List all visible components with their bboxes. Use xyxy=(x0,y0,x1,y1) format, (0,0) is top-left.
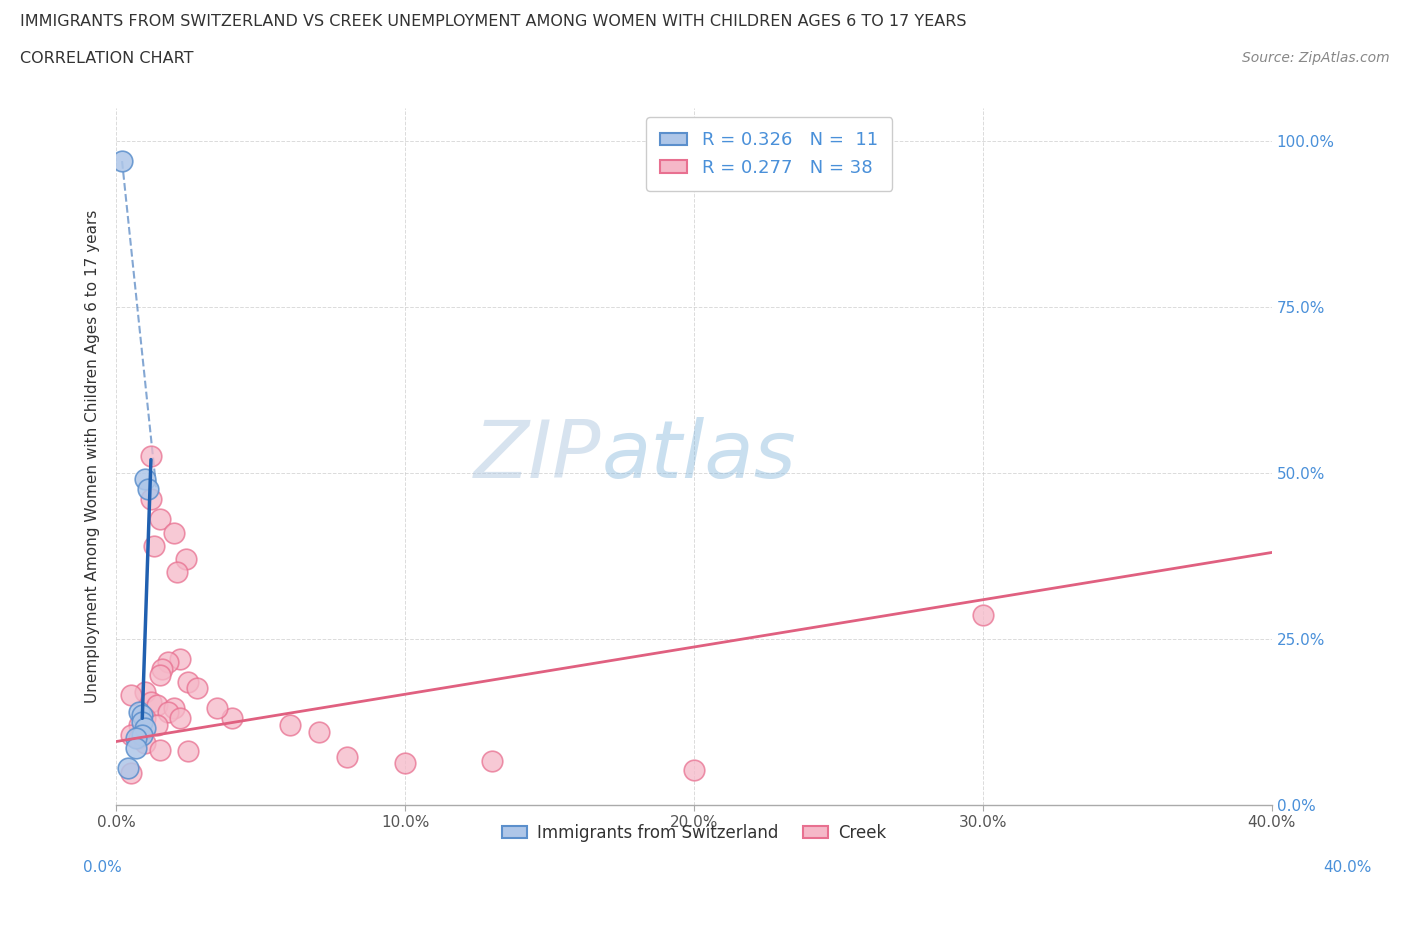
Text: 0.0%: 0.0% xyxy=(83,860,122,875)
Point xyxy=(177,674,200,689)
Point xyxy=(131,708,153,723)
Text: CORRELATION CHART: CORRELATION CHART xyxy=(20,51,193,66)
Point xyxy=(278,717,301,732)
Y-axis label: Unemployment Among Women with Children Ages 6 to 17 years: Unemployment Among Women with Children A… xyxy=(86,209,100,703)
Point xyxy=(481,754,503,769)
Point xyxy=(394,756,416,771)
Point xyxy=(169,711,191,725)
Point xyxy=(134,472,156,487)
Point xyxy=(221,711,243,725)
Point xyxy=(136,482,159,497)
Point xyxy=(120,765,142,780)
Point xyxy=(149,668,172,683)
Point xyxy=(131,714,153,729)
Point xyxy=(157,655,180,670)
Text: ZIP: ZIP xyxy=(474,418,602,496)
Point xyxy=(125,740,148,755)
Text: IMMIGRANTS FROM SWITZERLAND VS CREEK UNEMPLOYMENT AMONG WOMEN WITH CHILDREN AGES: IMMIGRANTS FROM SWITZERLAND VS CREEK UNE… xyxy=(20,14,966,29)
Point xyxy=(142,538,165,553)
Point xyxy=(972,608,994,623)
Point xyxy=(128,717,150,732)
Point xyxy=(134,721,156,736)
Point xyxy=(207,701,229,716)
Point xyxy=(139,449,162,464)
Point xyxy=(139,695,162,710)
Text: 40.0%: 40.0% xyxy=(1323,860,1371,875)
Point xyxy=(152,661,174,676)
Point xyxy=(163,525,186,540)
Point xyxy=(120,687,142,702)
Point xyxy=(174,551,197,566)
Point xyxy=(131,727,153,742)
Point xyxy=(139,492,162,507)
Point xyxy=(134,736,156,751)
Point xyxy=(128,731,150,746)
Point xyxy=(134,711,156,725)
Text: Source: ZipAtlas.com: Source: ZipAtlas.com xyxy=(1241,51,1389,65)
Point xyxy=(186,681,208,696)
Point xyxy=(125,731,148,746)
Point xyxy=(145,698,167,712)
Point xyxy=(308,724,330,739)
Point xyxy=(166,565,188,579)
Point xyxy=(120,727,142,742)
Point xyxy=(111,153,134,168)
Point xyxy=(134,684,156,699)
Text: atlas: atlas xyxy=(602,418,796,496)
Point xyxy=(149,743,172,758)
Point xyxy=(336,750,359,764)
Point xyxy=(157,704,180,719)
Point xyxy=(117,761,139,776)
Point xyxy=(128,704,150,719)
Point xyxy=(177,744,200,759)
Point xyxy=(169,651,191,666)
Legend: Immigrants from Switzerland, Creek: Immigrants from Switzerland, Creek xyxy=(495,817,893,848)
Point xyxy=(683,763,706,777)
Point xyxy=(149,512,172,526)
Point xyxy=(163,701,186,716)
Point xyxy=(145,717,167,732)
